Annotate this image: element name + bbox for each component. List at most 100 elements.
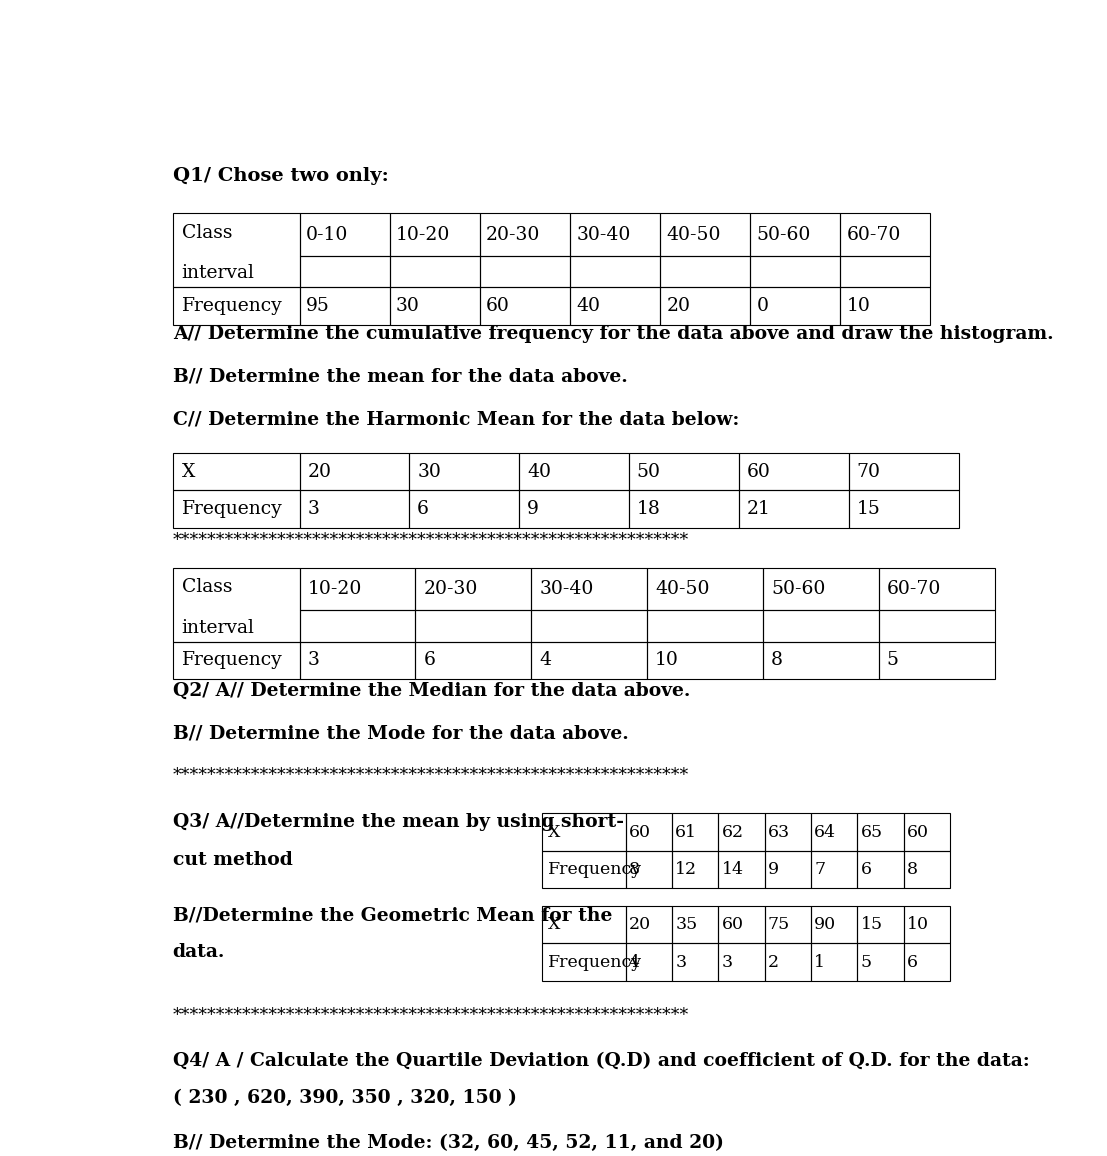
Bar	[415, 568, 531, 610]
Text: 62: 62	[722, 823, 744, 840]
Bar	[660, 257, 751, 288]
Bar	[765, 943, 811, 980]
Bar	[765, 814, 811, 851]
Text: Q4/ A / Calculate the Quartile Deviation (Q.D) and coefficient of Q.D. for the d: Q4/ A / Calculate the Quartile Deviation…	[173, 1052, 1030, 1070]
Text: 90: 90	[815, 917, 837, 933]
Bar	[629, 490, 739, 527]
Text: 6: 6	[907, 954, 918, 971]
Text: 7: 7	[815, 861, 826, 879]
Text: 15: 15	[857, 501, 880, 518]
Text: 50-60: 50-60	[772, 580, 826, 598]
Text: 9: 9	[527, 501, 539, 518]
Text: 2: 2	[768, 954, 779, 971]
Bar	[672, 851, 718, 888]
Bar	[763, 568, 879, 610]
Bar	[519, 490, 629, 527]
Bar	[173, 490, 300, 527]
Bar	[629, 453, 739, 490]
Bar	[751, 288, 840, 325]
Text: X: X	[548, 823, 560, 840]
Text: 12: 12	[675, 861, 697, 879]
Bar	[765, 906, 811, 943]
Text: 35: 35	[675, 917, 697, 933]
Bar	[840, 214, 930, 257]
Bar	[672, 906, 718, 943]
Bar	[300, 610, 415, 642]
Text: ***********************************************************: ****************************************…	[173, 532, 689, 549]
Bar	[410, 490, 519, 527]
Bar	[811, 814, 857, 851]
Bar	[718, 906, 765, 943]
Bar	[300, 490, 410, 527]
Text: Q2/ A// Determine the Median for the data above.: Q2/ A// Determine the Median for the dat…	[173, 682, 690, 699]
Text: 70: 70	[857, 462, 880, 481]
Text: 60: 60	[907, 823, 929, 840]
Text: 8: 8	[907, 861, 918, 879]
Text: interval: interval	[182, 618, 255, 637]
Bar	[765, 851, 811, 888]
Text: Frequency: Frequency	[182, 297, 282, 316]
Bar	[625, 906, 672, 943]
Bar	[903, 851, 950, 888]
Bar	[300, 257, 390, 288]
Bar	[570, 288, 660, 325]
Text: 18: 18	[637, 501, 661, 518]
Text: 75: 75	[768, 917, 790, 933]
Text: 30-40: 30-40	[577, 225, 631, 244]
Bar	[415, 642, 531, 679]
Text: 10-20: 10-20	[308, 580, 362, 598]
Bar	[849, 453, 959, 490]
Bar	[879, 610, 994, 642]
Text: B// Determine the mean for the data above.: B// Determine the mean for the data abov…	[173, 368, 628, 385]
Bar	[718, 943, 765, 980]
Text: 60: 60	[486, 297, 510, 316]
Text: Class: Class	[182, 224, 232, 242]
Text: 5: 5	[887, 651, 899, 669]
Text: 8: 8	[772, 651, 783, 669]
Text: 4: 4	[539, 651, 551, 669]
Bar	[519, 453, 629, 490]
Text: Frequency: Frequency	[548, 954, 642, 971]
Bar	[648, 568, 763, 610]
Bar	[811, 906, 857, 943]
Text: X: X	[548, 917, 560, 933]
Text: Frequency: Frequency	[548, 861, 642, 879]
Bar	[531, 642, 648, 679]
Bar	[300, 642, 415, 679]
Bar	[410, 453, 519, 490]
Bar	[811, 943, 857, 980]
Text: 3: 3	[722, 954, 733, 971]
Bar	[857, 851, 903, 888]
Text: interval: interval	[182, 265, 255, 282]
Text: 20: 20	[629, 917, 651, 933]
Bar	[300, 568, 415, 610]
Bar	[739, 453, 849, 490]
Bar	[479, 257, 570, 288]
Bar	[300, 453, 410, 490]
Text: B// Determine the Mode: (32, 60, 45, 52, 11, and 20): B// Determine the Mode: (32, 60, 45, 52,…	[173, 1134, 724, 1151]
Bar	[857, 906, 903, 943]
Text: 4: 4	[629, 954, 640, 971]
Bar	[879, 568, 994, 610]
Bar	[718, 814, 765, 851]
Bar	[570, 257, 660, 288]
Text: 60-70: 60-70	[847, 225, 901, 244]
Text: 9: 9	[768, 861, 779, 879]
Text: 14: 14	[722, 861, 744, 879]
Bar	[541, 906, 625, 943]
Bar	[811, 851, 857, 888]
Bar	[857, 814, 903, 851]
Text: 10: 10	[907, 917, 929, 933]
Text: 50-60: 50-60	[756, 225, 810, 244]
Bar	[541, 851, 625, 888]
Bar	[173, 453, 300, 490]
Text: 6: 6	[417, 501, 430, 518]
Text: 0-10: 0-10	[306, 225, 349, 244]
Bar	[479, 288, 570, 325]
Text: ***********************************************************: ****************************************…	[173, 1008, 689, 1024]
Text: 50: 50	[637, 462, 661, 481]
Text: 3: 3	[308, 501, 319, 518]
Text: 60: 60	[629, 823, 651, 840]
Bar	[300, 288, 390, 325]
Text: 40: 40	[577, 297, 600, 316]
